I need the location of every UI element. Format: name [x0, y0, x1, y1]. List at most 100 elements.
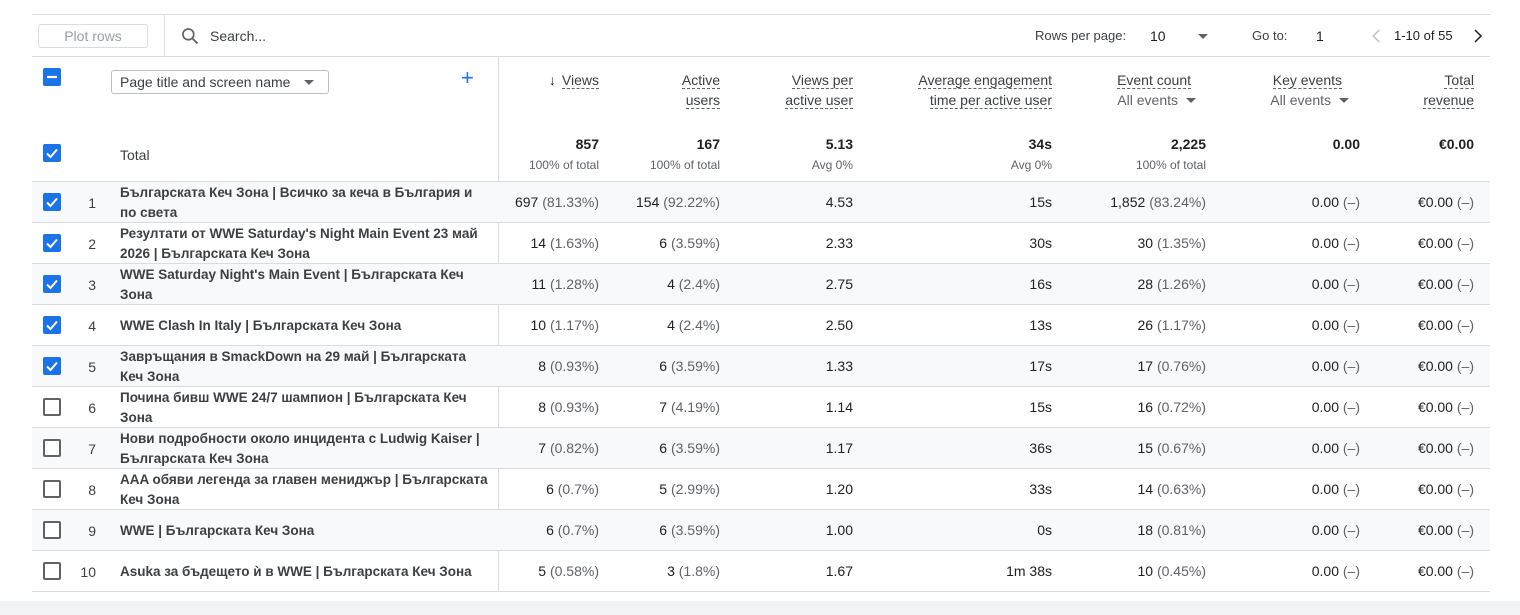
revenue-cell: €0.00 (–) — [1417, 563, 1474, 579]
key-events-cell: 0.00 (–) — [1311, 399, 1360, 415]
table-row[interactable]: 7 Нови подробности около инцидента с Ludw… — [32, 428, 1490, 469]
add-dimension-icon[interactable]: + — [461, 65, 474, 90]
row-checkbox[interactable] — [43, 275, 61, 293]
table-row[interactable]: 2 Резултати от WWE Saturday's Night Main … — [32, 223, 1490, 264]
events-cell: 14 (0.63%) — [1137, 481, 1207, 497]
rows-per-page-select[interactable]: 10 — [1150, 28, 1166, 44]
page-title-cell: WWE | Българската Кеч Зона — [120, 522, 315, 538]
key-events-cell: 0.00 (–) — [1311, 235, 1360, 251]
chevron-right-icon[interactable] — [1469, 27, 1487, 45]
search-input[interactable] — [210, 24, 610, 48]
views-cell: 8 (0.93%) — [538, 358, 599, 374]
table-row[interactable]: 10 Asuka за бъдещето ѝ в WWE | Българскат… — [32, 551, 1490, 592]
vpu-cell: 4.53 — [825, 194, 853, 210]
dimension-label: Page title and screen name — [120, 74, 291, 90]
page-title-cell: Нови подробности около инцидента с Ludwi… — [120, 430, 480, 466]
key-events-filter[interactable]: All events — [1270, 92, 1349, 108]
total-revenue: €0.00 — [1438, 136, 1474, 152]
col-views-per-user[interactable]: Views per active user — [785, 72, 853, 109]
chevron-down-icon — [1186, 98, 1196, 103]
events-cell: 15 (0.67%) — [1137, 440, 1207, 456]
engagement-cell: 0s — [1037, 522, 1052, 538]
row-checkbox[interactable] — [43, 234, 61, 252]
engagement-cell: 1m 38s — [1006, 563, 1052, 579]
chevron-left-icon[interactable] — [1368, 27, 1386, 45]
total-checkbox[interactable] — [43, 144, 61, 162]
row-checkbox[interactable] — [43, 521, 61, 539]
table-row[interactable]: 3 WWE Saturday Night's Main Event | Бълга… — [32, 264, 1490, 305]
revenue-cell: €0.00 (–) — [1417, 276, 1474, 292]
col-event-count[interactable]: Event count — [1117, 72, 1191, 89]
engagement-cell: 13s — [1029, 317, 1052, 333]
goto-label: Go to: — [1252, 28, 1288, 43]
event-count-filter[interactable]: All events — [1117, 92, 1196, 108]
row-checkbox[interactable] — [43, 193, 61, 211]
row-checkbox[interactable] — [43, 562, 61, 580]
row-checkbox[interactable] — [43, 439, 61, 457]
search-icon — [182, 28, 199, 45]
revenue-cell: €0.00 (–) — [1417, 399, 1474, 415]
table-row[interactable]: 8 AAA обяви легенда за главен мениджър | … — [32, 469, 1490, 510]
views-cell: 14 (1.63%) — [530, 235, 600, 251]
views-cell: 11 (1.28%) — [531, 276, 599, 292]
row-number: 4 — [88, 318, 96, 334]
chevron-down-icon — [1339, 98, 1349, 103]
row-checkbox[interactable] — [43, 357, 61, 375]
vpu-cell: 2.33 — [825, 235, 853, 251]
row-number: 6 — [88, 400, 96, 416]
revenue-cell: €0.00 (–) — [1417, 358, 1474, 374]
row-checkbox[interactable] — [43, 398, 61, 416]
views-cell: 697 (81.33%) — [514, 194, 599, 210]
total-engagement-sub: Avg 0% — [1010, 158, 1052, 172]
chevron-down-icon — [304, 80, 314, 85]
key-events-cell: 0.00 (–) — [1311, 194, 1360, 210]
vpu-cell: 1.17 — [825, 440, 853, 456]
engagement-cell: 33s — [1029, 481, 1052, 497]
column-divider — [498, 57, 499, 591]
table-row[interactable]: 4 WWE Clash In Italy | Българската Кеч Зо… — [32, 305, 1490, 346]
row-checkbox[interactable] — [43, 316, 61, 334]
users-cell: 4 (2.4%) — [667, 276, 720, 292]
page-title-cell: Почина бивш WWE 24/7 шампион | Българска… — [120, 389, 467, 425]
goto-input[interactable]: 1 — [1316, 28, 1324, 44]
vpu-cell: 1.67 — [825, 563, 853, 579]
table-row[interactable]: 9 WWE | Българската Кеч Зона 6 (0.7%) 6 (3.… — [32, 510, 1490, 551]
users-cell: 7 (4.19%) — [659, 399, 720, 415]
col-views[interactable]: ↓ Views — [548, 72, 599, 89]
revenue-cell: €0.00 (–) — [1417, 522, 1474, 538]
table-row[interactable]: 6 Почина бивш WWE 24/7 шампион | Българск… — [32, 387, 1490, 428]
plot-rows-button[interactable]: Plot rows — [38, 24, 148, 48]
views-cell: 10 (1.17%) — [530, 317, 600, 333]
key-events-cell: 0.00 (–) — [1311, 481, 1360, 497]
dimension-select[interactable]: Page title and screen name — [111, 70, 329, 94]
page-title-cell: Българската Кеч Зона | Всичко за кеча в … — [120, 184, 473, 220]
views-cell: 7 (0.82%) — [538, 440, 599, 456]
table-header: Page title and screen name + ↓ Views Acti… — [32, 57, 1490, 182]
select-all-checkbox[interactable] — [43, 68, 61, 86]
sort-arrow-icon: ↓ — [548, 72, 556, 88]
vpu-cell: 2.50 — [825, 317, 853, 333]
users-cell: 6 (3.59%) — [659, 440, 720, 456]
col-engagement[interactable]: Average engagement time per active user — [918, 72, 1052, 109]
events-cell: 1,852 (83.24%) — [1110, 194, 1206, 210]
toolbar-divider — [164, 15, 165, 56]
engagement-cell: 30s — [1029, 235, 1052, 251]
col-revenue[interactable]: Total revenue — [1423, 72, 1474, 109]
events-cell: 18 (0.81%) — [1137, 522, 1207, 538]
table-row[interactable]: 1 Българската Кеч Зона | Всичко за кеча в… — [32, 182, 1490, 223]
row-checkbox[interactable] — [43, 480, 61, 498]
events-cell: 28 (1.26%) — [1137, 276, 1207, 292]
col-active-users[interactable]: Active users — [681, 72, 720, 109]
users-cell: 4 (2.4%) — [667, 317, 720, 333]
users-cell: 154 (92.22%) — [635, 194, 720, 210]
events-cell: 17 (0.76%) — [1137, 358, 1207, 374]
table-body: 1 Българската Кеч Зона | Всичко за кеча в… — [32, 182, 1490, 592]
chevron-down-icon[interactable] — [1198, 34, 1208, 39]
table-toolbar: Plot rows Rows per page: 10 Go to: 1 1-1… — [32, 14, 1490, 57]
col-key-events[interactable]: Key events — [1272, 72, 1342, 89]
revenue-cell: €0.00 (–) — [1417, 440, 1474, 456]
key-events-cell: 0.00 (–) — [1311, 358, 1360, 374]
revenue-cell: €0.00 (–) — [1417, 235, 1474, 251]
table-row[interactable]: 5 Завръщания в SmackDown на 29 май | Бълг… — [32, 346, 1490, 387]
key-events-cell: 0.00 (–) — [1311, 563, 1360, 579]
